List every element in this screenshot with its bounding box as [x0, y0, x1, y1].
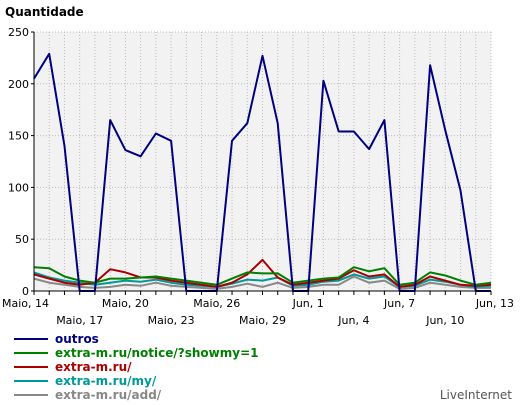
legend-label: extra-m.ru/my/ — [55, 374, 157, 388]
legend-item: extra-m.ru/ — [14, 360, 132, 374]
x-tick-label: Maio, 17 — [56, 314, 103, 327]
y-tick-label: 250 — [8, 26, 29, 39]
x-tick-label: Maio, 20 — [102, 297, 149, 310]
y-tick-label: 50 — [15, 233, 29, 246]
y-tick-label: 0 — [22, 285, 29, 298]
legend-label: extra-m.ru/notice/?showmy=1 — [55, 346, 259, 360]
x-tick-label: Jun, 1 — [292, 297, 324, 310]
y-tick-label: 200 — [8, 78, 29, 91]
x-tick-label: Maio, 26 — [193, 297, 240, 310]
y-tick-label: 150 — [8, 130, 29, 143]
x-tick-label: Maio, 14 — [2, 297, 49, 310]
y-tick-labels: 0 50 100 150 200 250 — [8, 26, 29, 298]
x-tick-label: Jun, 13 — [475, 297, 514, 310]
brand-label: LiveInternet — [440, 388, 512, 402]
x-tick-label: Jun, 4 — [337, 314, 369, 327]
x-tick-label: Jun, 7 — [383, 297, 415, 310]
x-tick-labels: Maio, 14 Maio, 17 Maio, 20 Maio, 23 Maio, 26… — [2, 297, 514, 327]
x-tick-label: Maio, 23 — [148, 314, 195, 327]
legend: outrosextra-m.ru/notice/?showmy=1extra-m… — [14, 332, 259, 402]
legend-item: extra-m.ru/notice/?showmy=1 — [14, 346, 259, 360]
y-axis-title: Quantidade — [5, 5, 84, 19]
legend-item: outros — [14, 332, 99, 346]
axes — [31, 31, 492, 295]
legend-label: extra-m.ru/add/ — [55, 388, 162, 402]
legend-label: extra-m.ru/ — [55, 360, 132, 374]
legend-item: extra-m.ru/my/ — [14, 374, 157, 388]
legend-label: outros — [55, 332, 99, 346]
x-tick-label: Maio, 29 — [239, 314, 286, 327]
legend-item: extra-m.ru/add/ — [14, 388, 162, 402]
x-tick-label: Jun, 10 — [425, 314, 464, 327]
y-tick-label: 100 — [8, 181, 29, 194]
